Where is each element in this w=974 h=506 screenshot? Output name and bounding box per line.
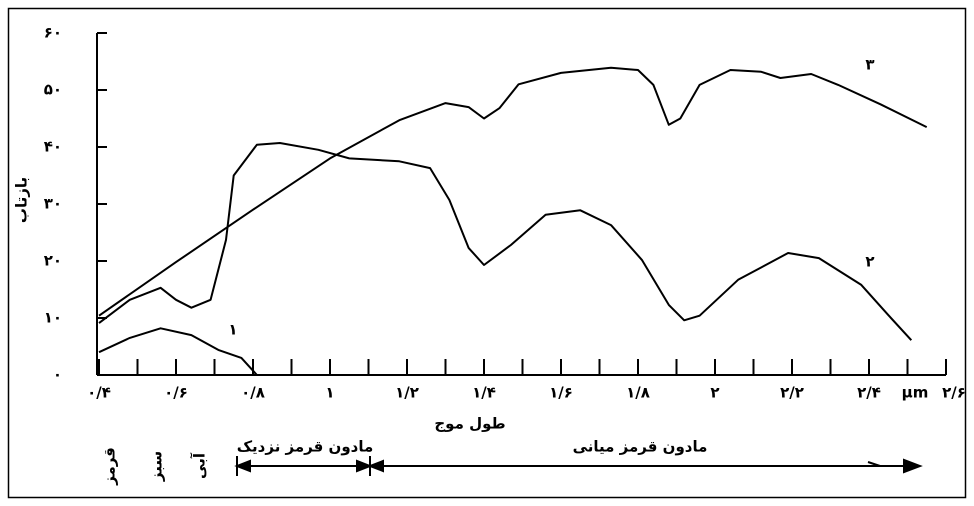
x-tick-label: ١/۶: [549, 384, 573, 402]
x-tick-label: ٠/۴: [87, 384, 111, 402]
x-tick-label: ١/٨: [626, 384, 650, 402]
band-label: مادون قرمز نزدیک: [237, 438, 374, 456]
series-label: ٣: [865, 56, 874, 74]
series-line: [98, 327, 258, 376]
frame: [7, 7, 967, 499]
x-tick-label: ٢/۴: [857, 384, 881, 402]
arrow: [234, 459, 251, 473]
series-label: ٢: [865, 253, 874, 271]
band-label: مادون قرمز میانی: [573, 438, 708, 456]
x-unit: µm: [902, 384, 929, 402]
band-label: سبز: [148, 451, 166, 482]
series-line: [98, 66, 928, 317]
y-tick-label: ۵٠: [44, 81, 62, 99]
x-axis-label: طول موج: [434, 415, 505, 433]
series-label: ١: [228, 321, 237, 339]
band-label: آبی: [191, 452, 209, 479]
x-tick-label: ٠/٨: [241, 384, 265, 402]
arrow: [356, 459, 373, 473]
y-tick-label: ١٠: [44, 309, 62, 327]
band-arrows: [234, 456, 923, 476]
x-tick-label: ١/٢: [395, 384, 419, 402]
x-tick-label: ٢: [710, 384, 719, 402]
y-tick-label: ٣٠: [44, 195, 62, 213]
y-tick-label: ۴٠: [44, 138, 62, 156]
arrow: [903, 458, 923, 474]
x-tick-label: ١: [325, 384, 334, 402]
x-tick-label: ٢/۶: [942, 384, 966, 402]
y-axis-label: بازتاب: [13, 177, 31, 223]
x-tick-label: ٠/۶: [164, 384, 188, 402]
series-line: [98, 142, 913, 341]
x-tick-label: ١/۴: [472, 384, 496, 402]
arrow: [867, 461, 881, 467]
x-tick-label: ٢/٢: [780, 384, 804, 402]
y-tick-label: ٢٠: [44, 252, 62, 270]
y-tick-label: ٠: [53, 366, 62, 384]
y-tick-label: ۶٠: [44, 24, 62, 42]
arrow: [367, 459, 384, 473]
band-label: قرمز: [101, 447, 119, 486]
